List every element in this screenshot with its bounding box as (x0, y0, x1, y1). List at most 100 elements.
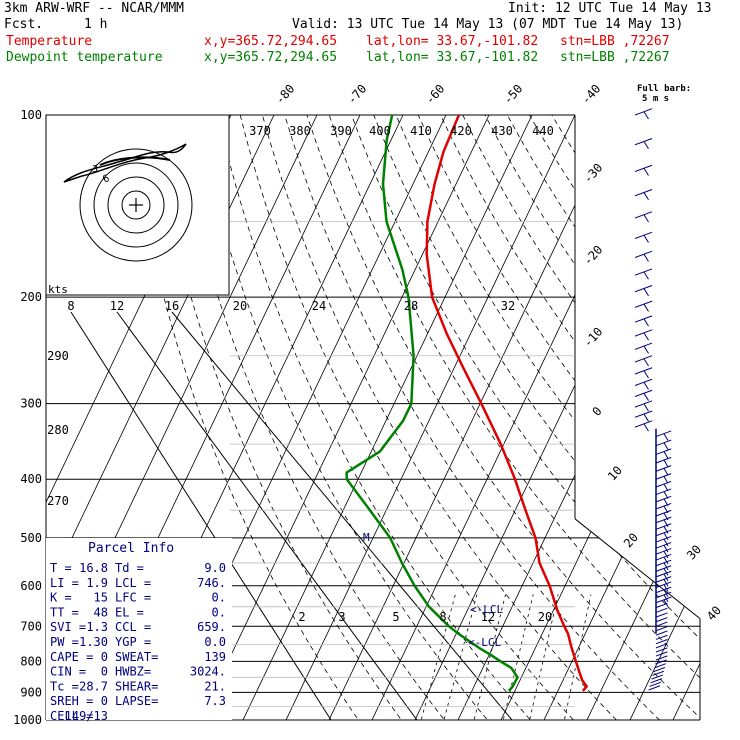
pressure-label: 700 (20, 619, 42, 633)
wind-barb (650, 678, 663, 684)
parcel-info-cell: 0. (212, 591, 226, 605)
pressure-label: 900 (20, 685, 42, 699)
wind-barb (651, 674, 664, 680)
dry-adiabat (506, 115, 700, 720)
wind-scale-label: 12 (110, 299, 124, 313)
init-time: Init: 12 UTC Tue 14 May 13 (508, 1, 712, 16)
hodograph-trace-bold (99, 156, 171, 166)
temperature-station: stn=LBB ,72267 (560, 34, 670, 49)
wind-barb (634, 300, 653, 308)
parcel-info-cell: YGP = (115, 635, 151, 649)
isotherm-label: 20 (621, 530, 641, 550)
isotherm (193, 115, 490, 720)
pressure-label: 300 (20, 397, 42, 411)
mixing-ratio-line (470, 594, 506, 720)
theta-label: 440 (532, 124, 554, 138)
mixing-ratio-label: 5 (392, 610, 399, 624)
dry-adiabat (217, 115, 543, 720)
wind-barb-flag (663, 579, 669, 587)
parcel-info-cell: 16.8 (79, 561, 108, 575)
wind-barb (655, 639, 668, 645)
isotherm-label: 0 (589, 404, 604, 419)
wind-barb-flag (643, 318, 649, 327)
wind-barb-flag (643, 382, 649, 390)
wind-scale-label: 24 (312, 299, 326, 313)
wind-barb (634, 342, 653, 350)
dewpoint-line (345, 115, 519, 692)
parcel-info-cell: HWBZ= (115, 665, 151, 679)
wind-barb-flag (643, 370, 649, 379)
wind-barb (634, 420, 653, 428)
temperature-legend: Temperature (6, 34, 93, 49)
dry-adiabat (417, 115, 700, 720)
wind-barb-flag (663, 573, 669, 582)
parcel-info-title: Parcel Info (88, 541, 174, 556)
pressure-label: 400 (20, 472, 42, 486)
wind-barb (655, 565, 672, 572)
parcel-info-cell: 28.7 (79, 679, 108, 693)
model-title: 3km ARW-WRF -- NCAR/MMM (4, 1, 185, 16)
isotherm-label: -40 (579, 82, 604, 107)
parcel-info-cell: 0 (101, 650, 108, 664)
wind-barb (655, 617, 668, 623)
dry-adiabat (195, 115, 499, 720)
parcel-info-cell: 149/13 (65, 709, 108, 723)
isotherm-label: 10 (605, 463, 625, 483)
isotherm (537, 115, 700, 720)
wind-barb (655, 495, 672, 503)
wind-barb (655, 612, 668, 618)
theta-label: 430 (491, 124, 513, 138)
parcel-info-cell: 1.9 (86, 576, 108, 590)
pressure-label: 500 (20, 531, 42, 545)
theta-label: 390 (330, 124, 352, 138)
wind-barb (634, 355, 653, 363)
parcel-info-cell: T = (50, 561, 72, 575)
wind-scale-label: 20 (233, 299, 247, 313)
dry-adiabat (395, 115, 700, 720)
wind-barb-flag (663, 568, 669, 576)
parcel-info-cell: 0.0 (204, 635, 226, 649)
wind-barb (655, 529, 672, 537)
wind-barb (634, 367, 653, 375)
theta-label: 370 (249, 124, 271, 138)
mixing-ratio-label: 12 (481, 610, 495, 624)
hodograph-ring (79, 148, 193, 262)
wind-barb (655, 607, 668, 613)
wind-barb-flag (643, 403, 649, 412)
wind-barb (655, 655, 668, 661)
wind-barb (654, 663, 666, 669)
wind-barb-flag (643, 345, 649, 354)
dry-adiabat (173, 115, 455, 720)
mixing-ratio-label: 2 (298, 610, 305, 624)
wind-barb-flag (643, 111, 649, 120)
parcel-info-cell: CIN = (50, 665, 86, 679)
parcel-info-cell: CAPE = (50, 650, 93, 664)
parcel-info-cell: LI = (50, 576, 79, 590)
sounding-series (345, 115, 588, 692)
wind-barb (634, 410, 653, 418)
wind-barb-flag (643, 423, 649, 432)
parcel-info-cell: 0. (212, 605, 226, 619)
theta-label-left: 270 (47, 494, 69, 508)
mixing-ratio-label: 8 (439, 610, 446, 624)
lcl-annotation: <-LCL (470, 603, 503, 616)
isotherm (494, 115, 700, 720)
hodograph-inset: 36 (45, 114, 230, 296)
wind-barb (655, 465, 672, 472)
wind-barb-flag (663, 584, 669, 592)
isotherm-label: -60 (423, 82, 448, 107)
mixing-ratio-line (526, 594, 559, 720)
isotherm-label: -80 (273, 82, 298, 107)
wind-barb (652, 670, 665, 676)
wind-scale-guide (116, 311, 418, 720)
wind-barb-flag (643, 168, 649, 176)
isotherm (710, 115, 740, 733)
forecast-hour: 1 h (84, 17, 108, 32)
parcel-info-cell: LAPSE= (115, 694, 158, 708)
wind-barb (655, 591, 672, 599)
wind-barb (655, 502, 672, 510)
wind-barb (655, 570, 672, 578)
wind-scale-label: 28 (404, 299, 418, 313)
wind-barb (634, 108, 653, 116)
isotherm-label: 40 (704, 603, 724, 623)
